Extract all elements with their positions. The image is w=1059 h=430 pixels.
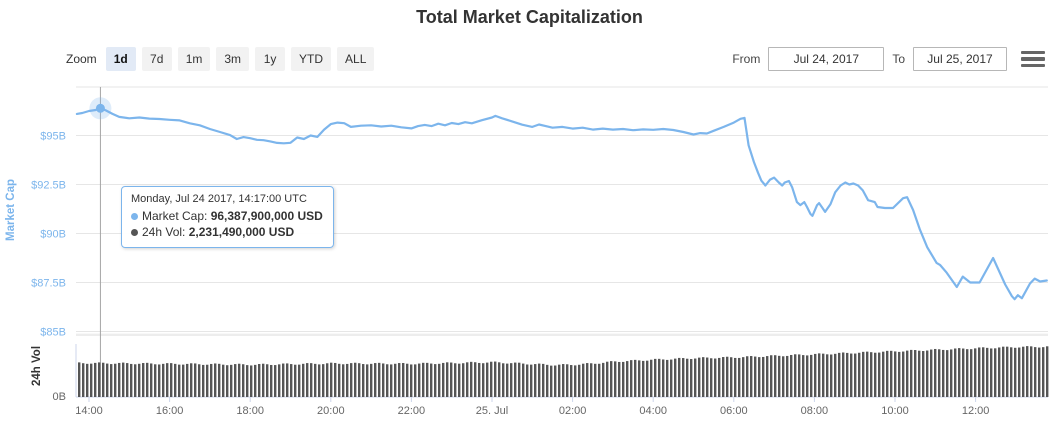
svg-text:$92.5B: $92.5B	[31, 180, 66, 192]
svg-text:0B: 0B	[53, 391, 66, 403]
zoom-button-1m[interactable]: 1m	[177, 47, 211, 71]
to-label: To	[892, 52, 905, 66]
zoom-button-3m[interactable]: 3m	[216, 47, 250, 71]
tooltip-market-cap-value: 96,387,900,000 USD	[210, 209, 323, 223]
market-cap-line[interactable]	[75, 107, 1048, 301]
tooltip-volume-row: 24h Vol: 2,231,490,000 USD	[131, 224, 323, 240]
tooltip-market-cap-row: Market Cap: 96,387,900,000 USD	[131, 208, 323, 224]
volume-bars[interactable]	[78, 346, 1049, 397]
svg-text:16:00: 16:00	[156, 405, 184, 417]
zoom-label: Zoom	[66, 52, 97, 66]
svg-text:25. Jul: 25. Jul	[476, 405, 508, 417]
chart-context-menu-button[interactable]	[1021, 50, 1045, 68]
to-date-input[interactable]	[913, 47, 1007, 71]
tooltip-volume-value: 2,231,490,000 USD	[188, 225, 295, 239]
market-cap-series-dot-icon	[131, 213, 138, 220]
date-range-inputs: From To	[732, 47, 1045, 71]
svg-text:14:00: 14:00	[75, 405, 103, 417]
svg-text:22:00: 22:00	[398, 405, 426, 417]
chart-title: Total Market Capitalization	[416, 7, 643, 27]
zoom-button-7d[interactable]: 7d	[141, 47, 172, 71]
svg-text:$95B: $95B	[40, 131, 66, 143]
from-date-input[interactable]	[768, 47, 885, 71]
volume-axis-title: 24h Vol	[31, 346, 43, 386]
svg-text:04:00: 04:00	[639, 405, 667, 417]
market-cap-axis-title: Market Cap	[5, 179, 17, 241]
zoom-button-1y[interactable]: 1y	[255, 47, 286, 71]
tooltip-market-cap-label: Market Cap:	[142, 209, 208, 223]
svg-text:12:00: 12:00	[962, 405, 990, 417]
from-label: From	[732, 52, 761, 66]
svg-text:02:00: 02:00	[559, 405, 587, 417]
svg-text:$85B: $85B	[40, 327, 66, 339]
chart-tooltip: Monday, Jul 24 2017, 14:17:00 UTC Market…	[121, 186, 334, 248]
zoom-button-ytd[interactable]: YTD	[291, 47, 332, 71]
hover-marker	[95, 103, 105, 113]
svg-text:18:00: 18:00	[236, 405, 264, 417]
zoom-range-selector: Zoom 1d 7d 1m 3m 1y YTD ALL	[66, 47, 375, 71]
zoom-button-1d[interactable]: 1d	[105, 47, 136, 71]
svg-text:08:00: 08:00	[801, 405, 829, 417]
svg-text:20:00: 20:00	[317, 405, 345, 417]
volume-series-dot-icon	[131, 229, 138, 236]
svg-text:06:00: 06:00	[720, 405, 748, 417]
hamburger-menu-icon	[1021, 50, 1045, 54]
svg-text:10:00: 10:00	[881, 405, 909, 417]
tooltip-volume-label: 24h Vol:	[142, 225, 186, 239]
svg-text:$87.5B: $87.5B	[31, 278, 66, 290]
svg-text:$90B: $90B	[40, 229, 66, 241]
zoom-button-all[interactable]: ALL	[337, 47, 375, 71]
tooltip-timestamp: Monday, Jul 24 2017, 14:17:00 UTC	[131, 193, 307, 205]
